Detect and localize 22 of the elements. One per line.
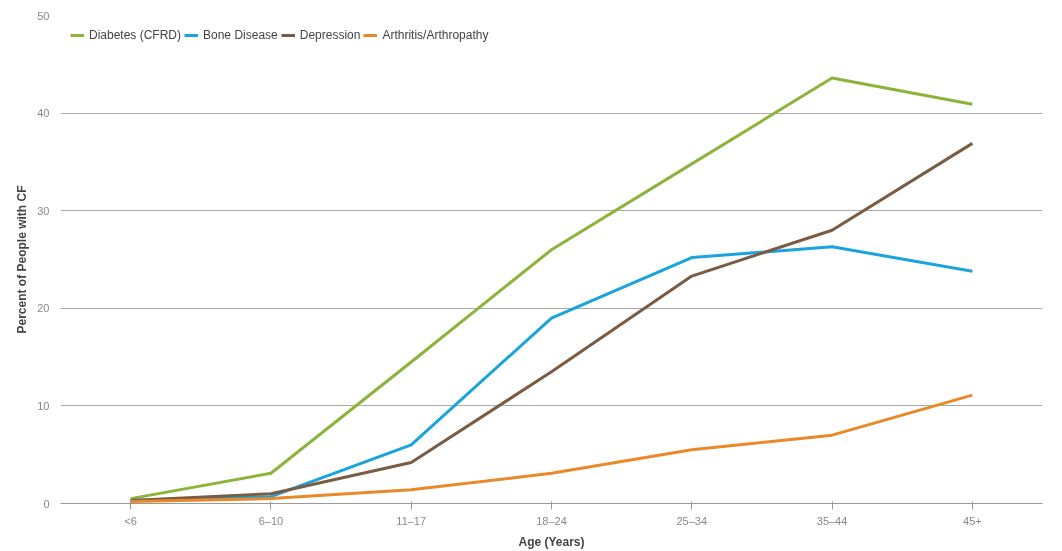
x-axis-title: Age (Years) <box>518 534 585 549</box>
x-tick-label: 35–44 <box>816 514 848 527</box>
line-series <box>129 141 974 503</box>
line-series <box>129 393 974 504</box>
x-tick-label: 6–10 <box>258 514 284 527</box>
x-tick-label: 25–34 <box>676 514 708 527</box>
x-tick-label: 18–24 <box>536 514 567 527</box>
y-tick-label: 50 <box>37 9 50 22</box>
legend-label: Bone Disease <box>203 28 278 42</box>
legend-label: Depression <box>299 28 361 42</box>
line-series <box>129 76 974 501</box>
legend-label: Arthritis/Arthropathy <box>382 28 489 42</box>
y-tick-label: 20 <box>37 302 50 315</box>
x-tick-label: 11–17 <box>396 514 427 527</box>
y-tick-label: 30 <box>37 204 50 217</box>
y-tick-label: 40 <box>37 107 50 120</box>
y-tick-label: 0 <box>43 497 50 510</box>
x-tick-label: 45+ <box>963 514 982 527</box>
y-axis-title: Percent of People with CF <box>15 185 30 334</box>
legend-label: Diabetes (CFRD) <box>89 28 182 42</box>
x-tick-label: <6 <box>124 514 137 527</box>
y-tick-label: 10 <box>37 399 50 412</box>
